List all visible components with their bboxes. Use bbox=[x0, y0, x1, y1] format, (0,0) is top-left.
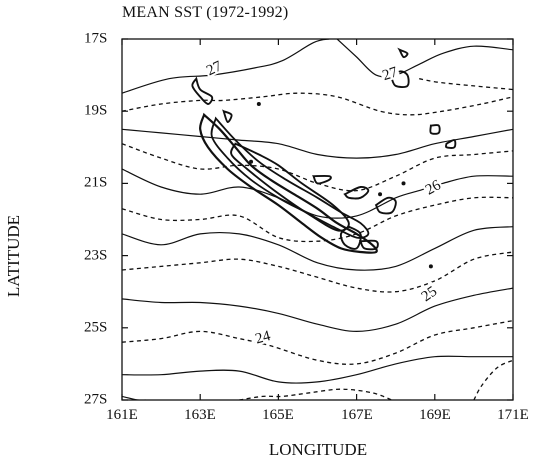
island-outline bbox=[390, 70, 410, 88]
island-outline bbox=[222, 109, 233, 123]
x-tick-label: 165E bbox=[262, 407, 294, 423]
island-outline bbox=[191, 76, 214, 105]
island-outline bbox=[374, 196, 397, 215]
small-island-dot bbox=[428, 264, 433, 269]
reef-outline bbox=[210, 116, 370, 239]
y-axis-label: LATITUDE bbox=[4, 214, 23, 298]
coastline-outline bbox=[199, 112, 378, 254]
y-tick-label: 17S bbox=[84, 30, 108, 47]
solid-isotherm bbox=[122, 287, 513, 333]
x-tick-label: 163E bbox=[184, 407, 216, 423]
y-tick-label: 23S bbox=[84, 247, 108, 264]
axis-ticks bbox=[121, 38, 514, 401]
island-outline bbox=[343, 185, 370, 200]
dashed-isotherm bbox=[473, 359, 513, 400]
contour-label-bg bbox=[251, 326, 274, 346]
small-island-dot bbox=[249, 159, 254, 164]
x-axis-label: LONGITUDE bbox=[268, 440, 368, 459]
dashed-isotherm bbox=[122, 196, 513, 243]
y-tick-label: 19S bbox=[84, 102, 108, 119]
contour-label-bg bbox=[202, 56, 226, 79]
island-outline bbox=[429, 124, 441, 135]
contour-value-label: 27 bbox=[381, 64, 401, 84]
solid-isotherm bbox=[122, 39, 330, 94]
contour-value-label: 24 bbox=[254, 328, 273, 347]
contour-labels: 27 27 26 25 24 bbox=[202, 56, 445, 347]
solid-isotherm bbox=[336, 39, 513, 78]
small-island-dot bbox=[256, 101, 261, 106]
plot-frame bbox=[121, 38, 514, 401]
contour-value-label: 27 bbox=[204, 58, 225, 79]
island-outline bbox=[358, 239, 379, 251]
dashed-isotherm bbox=[419, 78, 513, 91]
solid-isotherm bbox=[122, 128, 513, 159]
solid-isotherm bbox=[122, 395, 146, 400]
y-tick-label: 21S bbox=[84, 174, 108, 191]
y-tick-label: 25S bbox=[84, 319, 108, 336]
island-outline bbox=[397, 47, 409, 59]
x-tick-label: 171E bbox=[497, 407, 529, 423]
island-outline bbox=[312, 174, 332, 185]
small-island-dot bbox=[401, 181, 406, 186]
dashed-isotherm bbox=[239, 388, 393, 400]
isotherm-contours bbox=[122, 39, 513, 400]
dashed-isotherm bbox=[122, 251, 513, 293]
contour-label-bg bbox=[416, 281, 441, 305]
solid-isotherm bbox=[122, 226, 513, 271]
contour-value-label: 25 bbox=[419, 283, 440, 305]
y-tick-label: 27S bbox=[84, 391, 108, 408]
island-outline bbox=[339, 225, 362, 250]
dashed-isotherm bbox=[122, 319, 513, 365]
contour-label-bg bbox=[378, 62, 401, 83]
solid-isotherm bbox=[122, 168, 513, 219]
dashed-isotherm bbox=[122, 92, 513, 116]
x-tick-label: 167E bbox=[341, 407, 373, 423]
x-tick-label: 161E bbox=[106, 407, 138, 423]
contour-value-label: 26 bbox=[423, 177, 444, 198]
x-tick-label: 169E bbox=[419, 407, 451, 423]
island-outline bbox=[444, 139, 457, 149]
new-caledonia-coastline bbox=[191, 47, 457, 269]
map-title: MEAN SST (1972-1992) bbox=[122, 4, 289, 21]
solid-isotherm bbox=[122, 355, 513, 384]
small-island-dot bbox=[378, 192, 383, 197]
contour-label-bg bbox=[421, 175, 445, 198]
